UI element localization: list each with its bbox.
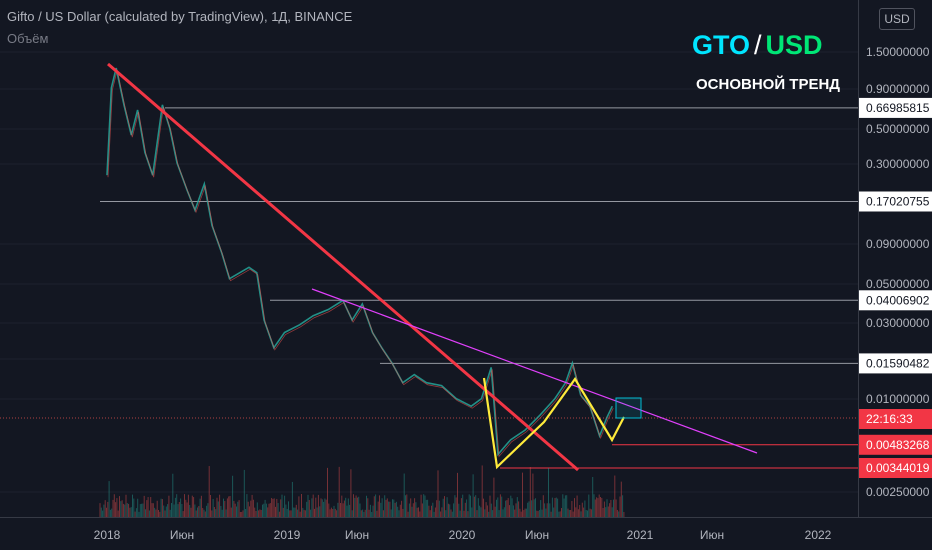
y-tick-label: 0.50000000 [866,122,930,136]
price-label: 0.00483268 [866,438,930,452]
price-label-box [859,290,932,311]
x-tick-label: Июн [170,528,194,542]
price-label-box [859,353,932,374]
x-tick-label: Июн [700,528,724,542]
y-tick-label: 0.09000000 [866,237,930,251]
x-tick-label: Июн [525,528,549,542]
x-tick-label: 2020 [449,528,476,542]
countdown-box [859,409,932,429]
price-label-box [859,97,932,118]
target-box [615,397,642,419]
x-tick-label: 2021 [627,528,654,542]
x-tick-label: 2022 [805,528,832,542]
y-tick-label: 1.50000000 [866,45,930,59]
zigzag-pattern [482,377,625,470]
x-tick-label: 2018 [94,528,121,542]
symbol-title: Gifto / US Dollar (calculated by Trading… [7,9,353,24]
price-axis-separator [858,0,859,517]
time-axis-separator [0,517,932,518]
price-label: 0.04006902 [866,293,930,307]
price-label-box [859,191,932,212]
annotation-title-base: GTO [692,30,751,60]
y-tick-label: 0.01000000 [866,392,930,406]
price-label-box [859,457,932,478]
volume-label: Объём [7,31,49,46]
secondary-trend-line [311,288,758,454]
price-line-shadow [107,70,614,458]
countdown-label: 22:16:33 [866,412,913,426]
y-tick-label: 0.90000000 [866,82,930,96]
annotation-title-separator: / [754,30,762,60]
main-trend-line [107,62,579,472]
annotation-title: GTO / USD [692,30,823,61]
price-label: 0.00344019 [866,461,930,475]
y-tick-label: 0.03000000 [866,316,930,330]
price-label: 0.17020755 [866,194,930,208]
x-tick-label: 2019 [274,528,301,542]
annotation-subtitle: ОСНОВНОЙ ТРЕНД [696,76,840,93]
annotation-title-quote: USD [765,30,823,60]
price-label: 0.01590482 [866,356,930,370]
y-tick-label: 0.30000000 [866,157,930,171]
price-label: 0.66985815 [866,101,930,115]
y-tick-label: 0.05000000 [866,277,930,291]
price-label-box [859,434,932,455]
price-line [106,67,614,457]
x-tick-label: Июн [345,528,369,542]
currency-button[interactable]: USD [879,8,915,30]
y-tick-label: 0.00250000 [866,485,930,499]
